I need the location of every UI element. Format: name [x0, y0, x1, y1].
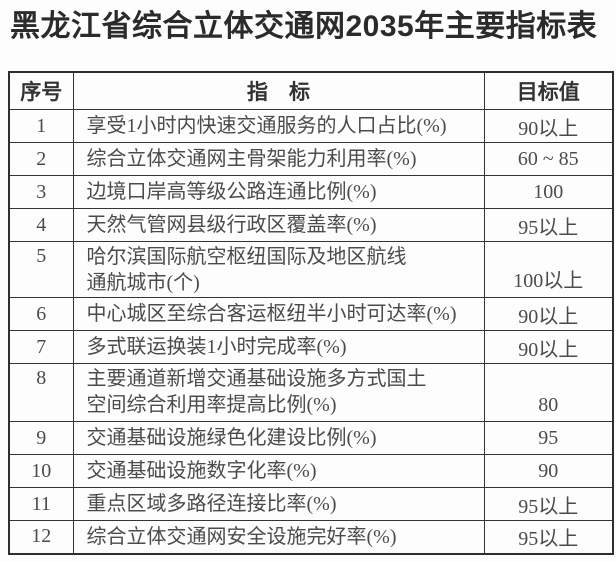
table-row: 6 中心城区至综合客运枢纽半小时可达率(%) 90以上	[8, 297, 614, 331]
row-index-cell: 6	[8, 297, 74, 331]
row-target-cell: 80	[483, 363, 614, 422]
row-target-cell: 100以上	[483, 241, 614, 298]
row-indicator-cell: 交通基础设施绿色化建设比例(%)	[72, 421, 485, 455]
column-header-index: 序号	[8, 71, 74, 110]
table-row: 1 享受1小时内快速交通服务的人口占比(%) 90以上	[8, 109, 614, 143]
table-row: 9 交通基础设施绿色化建设比例(%) 95	[8, 421, 614, 455]
row-index-cell: 7	[8, 330, 74, 364]
row-index-cell: 5	[8, 241, 74, 298]
row-indicator-cell: 享受1小时内快速交通服务的人口占比(%)	[72, 109, 485, 143]
row-indicator-cell: 多式联运换装1小时完成率(%)	[72, 330, 485, 364]
row-target-cell: 60 ~ 85	[483, 142, 614, 176]
column-header-indicator: 指 标	[72, 71, 485, 110]
row-target-cell: 95以上	[483, 208, 614, 242]
table-row: 3 边境口岸高等级公路连通比例(%) 100	[8, 175, 614, 209]
row-index-cell: 3	[8, 175, 74, 209]
table-row: 2 综合立体交通网主骨架能力利用率(%) 60 ~ 85	[8, 142, 614, 176]
row-index-cell: 12	[8, 520, 74, 554]
table-row: 10 交通基础设施数字化率(%) 90	[8, 454, 614, 488]
table-row: 7 多式联运换装1小时完成率(%) 90以上	[8, 330, 614, 364]
row-indicator-cell: 中心城区至综合客运枢纽半小时可达率(%)	[72, 297, 485, 331]
row-indicator-cell: 交通基础设施数字化率(%)	[72, 454, 485, 488]
row-target-cell: 95	[483, 421, 614, 455]
row-index-cell: 8	[8, 363, 74, 422]
row-target-cell: 100	[483, 175, 614, 209]
row-target-cell: 90以上	[483, 330, 614, 364]
row-indicator-cell: 天然气管网县级行政区覆盖率(%)	[72, 208, 485, 242]
row-target-cell: 90	[483, 454, 614, 488]
row-indicator-cell: 边境口岸高等级公路连通比例(%)	[72, 175, 485, 209]
row-index-cell: 4	[8, 208, 74, 242]
table-row: 12 综合立体交通网安全设施完好率(%) 95以上	[8, 520, 614, 554]
table-row: 5 哈尔滨国际航空枢纽国际及地区航线 通航城市(个) 100以上	[8, 241, 614, 298]
row-indicator-cell: 哈尔滨国际航空枢纽国际及地区航线 通航城市(个)	[72, 241, 485, 298]
row-index-cell: 1	[8, 109, 74, 143]
header-row: 序号 指 标 目标值	[8, 71, 614, 110]
column-header-target: 目标值	[483, 71, 614, 110]
row-index-cell: 2	[8, 142, 74, 176]
table-row: 8 主要通道新增交通基础设施多方式国土 空间综合利用率提高比例(%) 80	[8, 363, 614, 422]
row-target-cell: 90以上	[483, 297, 614, 331]
table-row: 4 天然气管网县级行政区覆盖率(%) 95以上	[8, 208, 614, 242]
row-target-cell: 95以上	[483, 487, 614, 521]
row-index-cell: 11	[8, 487, 74, 521]
indicators-table: 序号 指 标 目标值 1 享受1小时内快速交通服务的人口占比(%) 90以上 2 综合立…	[8, 71, 614, 555]
row-indicator-cell: 综合立体交通网主骨架能力利用率(%)	[72, 142, 485, 176]
row-target-cell: 90以上	[483, 109, 614, 143]
page-title: 黑龙江省综合立体交通网2035年主要指标表	[10, 10, 598, 43]
table-row: 11 重点区域多路径连接比率(%) 95以上	[8, 487, 614, 521]
row-index-cell: 10	[8, 454, 74, 488]
row-target-cell: 95以上	[483, 520, 614, 554]
row-indicator-cell: 综合立体交通网安全设施完好率(%)	[72, 520, 485, 554]
row-indicator-cell: 主要通道新增交通基础设施多方式国土 空间综合利用率提高比例(%)	[72, 363, 485, 422]
row-indicator-cell: 重点区域多路径连接比率(%)	[72, 487, 485, 521]
row-index-cell: 9	[8, 421, 74, 455]
